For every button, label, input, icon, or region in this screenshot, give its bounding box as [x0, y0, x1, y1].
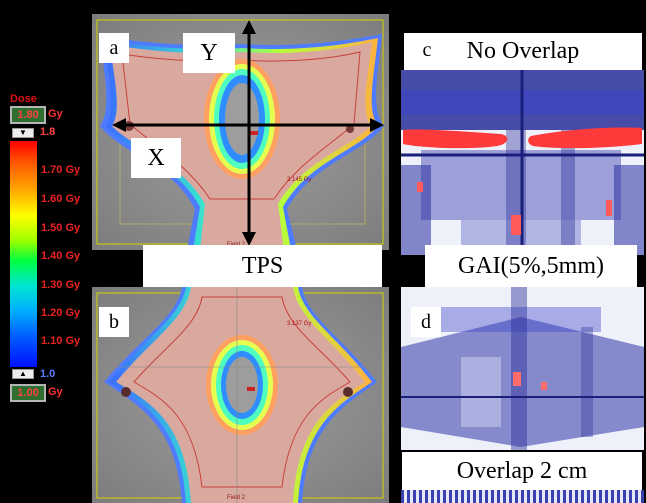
panel-c-gamma-image [401, 70, 644, 255]
panel-a-isodose-image: 3.145 Gy Field 2 [96, 19, 384, 250]
panel-b-dose-map: 3.137 Gy Field 2 [92, 287, 389, 503]
min-slider-value: 1.0 [40, 368, 56, 380]
panel-a-dose-mark: 3.145 Gy [287, 177, 311, 183]
dose-legend-title: Dose [10, 93, 37, 105]
panel-c-letter: c [412, 35, 442, 65]
max-dose-field[interactable]: 1.80 [10, 106, 46, 124]
min-dose-field[interactable]: 1.00 [10, 384, 46, 402]
panel-d-gai-map [401, 287, 644, 450]
panel-b-field-mark: Field 2 [227, 495, 246, 501]
y-axis-label: Y [183, 33, 235, 73]
tick-1-50: 1.50 Gy [41, 222, 81, 234]
panel-a-dose-map: 3.145 Gy Field 2 [92, 14, 389, 250]
tps-label: TPS [143, 245, 382, 287]
panel-d-caption: Overlap 2 cm [402, 452, 642, 490]
panel-b-isodose-image: 3.137 Gy Field 2 [96, 287, 384, 503]
panel-d-gamma-image [401, 287, 644, 450]
panel-d-letter: d [411, 307, 441, 337]
tick-1-20: 1.20 Gy [41, 307, 81, 319]
dose-colorbar [10, 141, 37, 367]
max-slider-value: 1.8 [40, 126, 56, 138]
min-slider-handle[interactable]: ▲ [12, 369, 34, 379]
tick-1-30: 1.30 Gy [41, 279, 81, 291]
tick-1-70: 1.70 Gy [41, 164, 81, 176]
max-slider-handle[interactable]: ▼ [12, 128, 34, 138]
gai-label: GAI(5%,5mm) [425, 245, 637, 287]
panel-c-caption: No Overlap [404, 33, 642, 70]
min-dose-unit: Gy [48, 386, 63, 398]
tick-1-40: 1.40 Gy [41, 250, 81, 262]
max-dose-unit: Gy [48, 108, 63, 120]
tick-1-60: 1.60 Gy [41, 193, 81, 205]
panel-a-letter: a [99, 33, 129, 63]
panel-b-letter: b [99, 307, 129, 337]
panel-d-bottom-strip [401, 490, 644, 503]
panel-b-dose-mark: 3.137 Gy [287, 321, 311, 327]
panel-c-gai-map [401, 70, 644, 255]
tick-1-10: 1.10 Gy [41, 335, 81, 347]
x-axis-label: X [131, 138, 181, 178]
